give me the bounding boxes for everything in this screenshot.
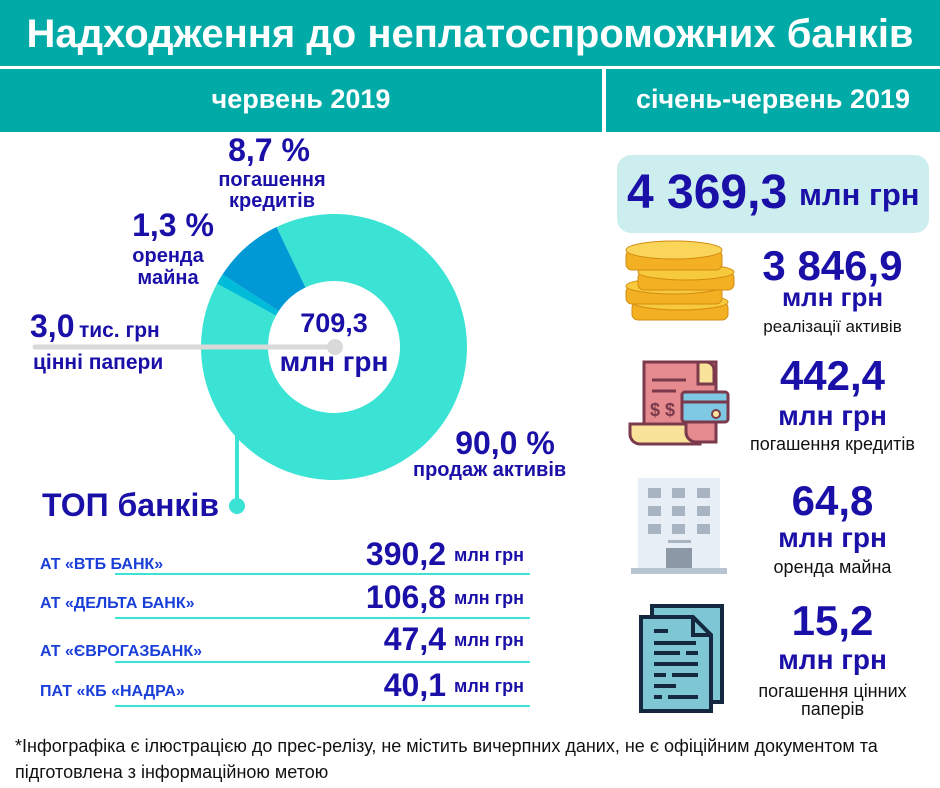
summary-value: 15,2 (791, 597, 874, 644)
header-jan-june: січень-червень 2019 (606, 69, 940, 132)
summary-label: погашення кредитів (750, 434, 915, 454)
summary-value: 3 846,9 (762, 242, 903, 289)
total-unit: млн грн (799, 177, 920, 212)
donut-slice (217, 283, 276, 316)
sale-label: продаж активів (413, 459, 567, 481)
bank-value: 47,4 (383, 621, 446, 657)
donut-slice (200, 214, 467, 480)
bank-value: 390,2 (365, 536, 446, 572)
summary-unit: млн грн (781, 282, 884, 312)
receipt-card-icon: $ $ (628, 360, 730, 446)
bank-unit: млн грн (454, 545, 524, 565)
sale-percent: 90,0 % (455, 425, 555, 461)
total-value: 4 369,3 (627, 166, 788, 219)
summary-label: оренда майна (773, 557, 892, 577)
center-value: 709,3 (300, 308, 368, 338)
bank-value: 106,8 (365, 579, 446, 615)
securities-value: 3,0 тис. грн (30, 308, 160, 344)
summary-label: реалізації активів (763, 317, 902, 336)
summary-label: погашення цінних паперів (758, 681, 907, 719)
building-icon (631, 478, 727, 574)
bank-underline (115, 661, 530, 663)
bank-name: АТ «ЄВРОГАЗБАНК» (40, 643, 203, 660)
total-box: 4 369,3 млн грн (617, 155, 929, 233)
bank-underline (115, 617, 530, 619)
summary-unit: млн грн (778, 400, 887, 431)
footnote: *Інфографіка є ілюстрацією до прес-реліз… (15, 736, 878, 782)
bank-name: АТ «ВТБ БАНК» (40, 556, 164, 573)
header-june: червень 2019 (0, 69, 602, 132)
page-title: Надходження до неплатоспроможних банків (0, 0, 940, 66)
credit-label: погашення кредитів (218, 169, 326, 212)
donut-chart (32, 214, 467, 514)
coins-icon (625, 240, 735, 321)
summary-unit: млн грн (778, 644, 887, 675)
donut-slice (222, 227, 306, 311)
svg-text:$ $: $ $ (650, 400, 675, 420)
donut-slice (217, 274, 279, 316)
connector-dot (229, 498, 245, 514)
documents-icon (639, 604, 724, 713)
securities-label: цінні папери (33, 351, 164, 374)
bank-underline (115, 573, 530, 575)
bank-underline (115, 705, 530, 707)
summary-unit: млн грн (778, 522, 887, 553)
rent-percent: 1,3 % (132, 207, 214, 243)
bank-unit: млн грн (454, 676, 524, 696)
bank-name: АТ «ДЕЛЬТА БАНК» (40, 595, 195, 612)
bank-unit: млн грн (454, 630, 524, 650)
summary-value: 64,8 (791, 477, 874, 524)
bank-value: 40,1 (383, 667, 446, 703)
bank-name: ПАТ «КБ «НАДРА» (40, 683, 185, 700)
summary-value: 442,4 (779, 352, 886, 399)
credit-percent: 8,7 % (228, 132, 310, 168)
securities-dot (327, 339, 343, 355)
center-unit: млн грн (279, 346, 389, 377)
top-banks-title: ТОП банків (42, 487, 219, 523)
bank-unit: млн грн (454, 588, 524, 608)
rent-label: оренда майна (132, 245, 204, 289)
